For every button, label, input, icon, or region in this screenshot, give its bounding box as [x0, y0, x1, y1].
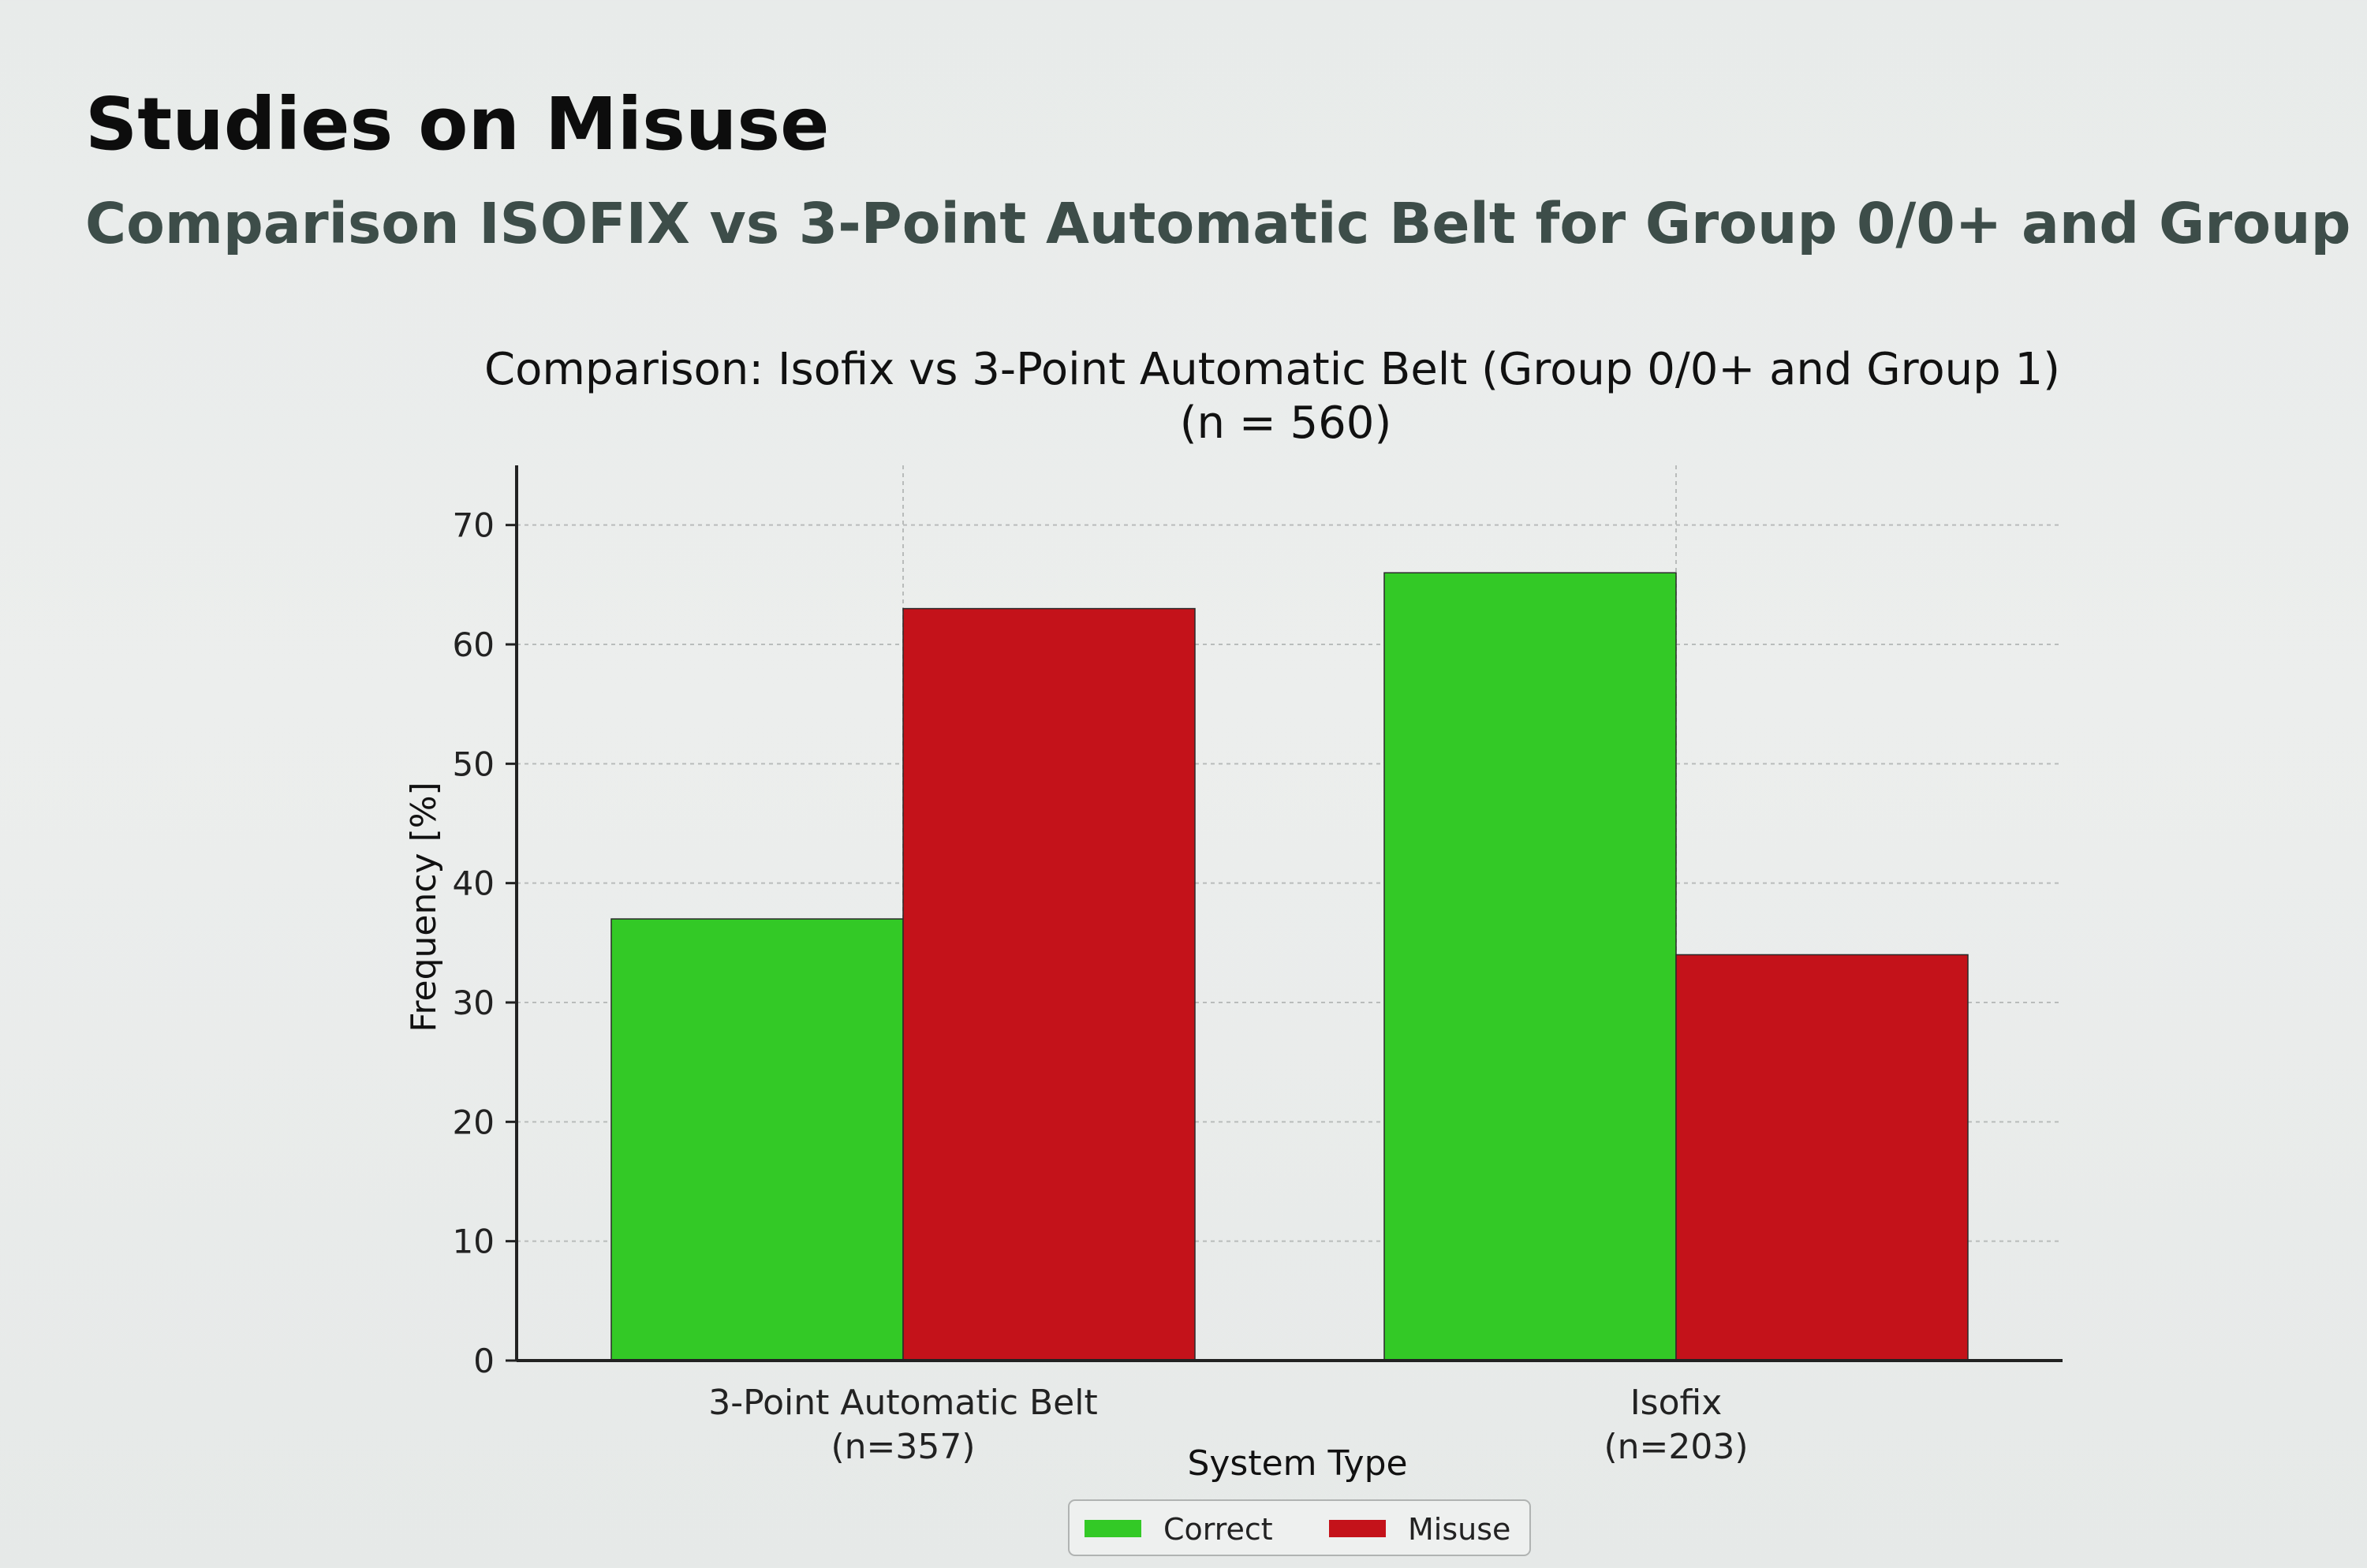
- y-tick-label: 30: [453, 984, 495, 1022]
- slide-title: Studies on Misuse: [85, 82, 830, 166]
- legend-label-misuse: Misuse: [1408, 1512, 1510, 1547]
- bar-misuse-2: [1675, 954, 1969, 1361]
- legend-swatch-correct: [1085, 1520, 1141, 1537]
- legend-label-correct: Correct: [1163, 1512, 1273, 1547]
- y-tick-label: 50: [453, 745, 495, 783]
- bar-misuse-1: [902, 607, 1196, 1361]
- y-tick-label: 20: [453, 1103, 495, 1141]
- x-tick-sublabel: (n=357): [831, 1427, 975, 1467]
- legend: [1068, 1499, 1531, 1556]
- x-tick-sublabel: (n=203): [1604, 1427, 1748, 1467]
- y-tick-label: 60: [453, 625, 495, 664]
- legend-swatch-misuse: [1329, 1520, 1386, 1537]
- y-tick-label: 10: [453, 1223, 495, 1261]
- y-axis-label: Frequency [%]: [404, 782, 444, 1032]
- x-tick-label: Isofix: [1630, 1383, 1723, 1423]
- y-tick-label: 40: [453, 864, 495, 903]
- y-tick-label: 70: [453, 506, 495, 545]
- chart-subtitle: (n = 560): [1180, 398, 1392, 449]
- x-axis-label: System Type: [1187, 1443, 1407, 1484]
- slide-subtitle: Comparison ISOFIX vs 3-Point Automatic B…: [85, 191, 2367, 256]
- bar-correct-1: [610, 918, 904, 1361]
- bar-correct-2: [1383, 572, 1677, 1361]
- x-tick-label: 3-Point Automatic Belt: [708, 1383, 1097, 1423]
- y-tick-label: 0: [473, 1342, 495, 1380]
- chart-title: Comparison: Isofix vs 3-Point Automatic …: [484, 344, 2060, 395]
